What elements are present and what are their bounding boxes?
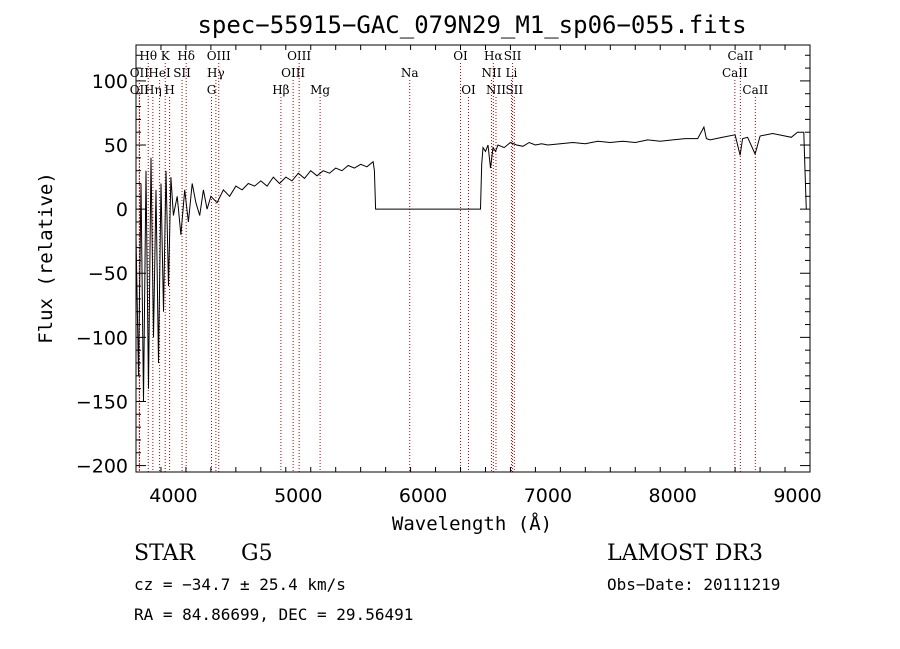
line-label-21: NII bbox=[486, 83, 506, 97]
line-label-1: OII bbox=[130, 66, 150, 80]
line-label-18: OI bbox=[461, 83, 476, 97]
object-subclass: G5 bbox=[241, 541, 273, 566]
line-label-3: Hη bbox=[144, 83, 162, 97]
x-tick-labels: 4000 5000 6000 7000 8000 9000 bbox=[149, 485, 821, 507]
observation-date: Obs−Date: 20111219 bbox=[607, 575, 780, 594]
x-tick-label: 9000 bbox=[773, 485, 821, 507]
line-label-16: Na bbox=[401, 66, 419, 80]
y-tick-label: −150 bbox=[76, 391, 128, 413]
line-label-26: CaII bbox=[722, 66, 748, 80]
x-tick-label: 6000 bbox=[399, 485, 447, 507]
line-label-22: SII bbox=[504, 49, 522, 63]
survey-name: LAMOST DR3 bbox=[607, 541, 763, 566]
line-label-5: HeI bbox=[148, 66, 171, 80]
coordinates: RA = 84.86699, DEC = 29.56491 bbox=[134, 605, 413, 624]
line-label-11: G bbox=[207, 83, 217, 97]
line-label-19: Hα bbox=[484, 49, 503, 63]
y-tick-label: 0 bbox=[116, 199, 128, 221]
line-label-15: Mg bbox=[310, 83, 330, 97]
line-label-13: OIII bbox=[281, 66, 305, 80]
line-label-25: CaII bbox=[727, 49, 753, 63]
line-label-27: CaII bbox=[742, 83, 768, 97]
chart-title: spec−55915−GAC_079N29_M1_sp06−055.fits bbox=[197, 11, 746, 39]
line-label-6: H bbox=[164, 83, 174, 97]
line-label-10: Hγ bbox=[207, 66, 225, 80]
x-axis-label: Wavelength (Å) bbox=[392, 512, 552, 535]
x-tick-label: 8000 bbox=[649, 485, 697, 507]
y-tick-label: −100 bbox=[76, 327, 128, 349]
line-label-2: OII bbox=[130, 83, 150, 97]
y-tick-label: −200 bbox=[76, 456, 128, 478]
x-tick-label: 4000 bbox=[149, 485, 197, 507]
y-tick-label: −50 bbox=[88, 263, 128, 285]
x-tick-label: 5000 bbox=[274, 485, 322, 507]
flux-series-line bbox=[135, 125, 807, 402]
object-class: STAR bbox=[134, 541, 196, 566]
line-label-17: OI bbox=[453, 49, 468, 63]
line-label-8: Hδ bbox=[177, 49, 195, 63]
y-axis-label: Flux (relative) bbox=[35, 172, 57, 344]
redshift-cz: cz = −34.7 ± 25.4 km/s bbox=[134, 575, 346, 594]
line-label-0: Hθ bbox=[139, 49, 157, 63]
line-label-12: OIII bbox=[287, 49, 311, 63]
spectral-line-markers bbox=[138, 63, 756, 472]
line-label-24: SII bbox=[505, 83, 523, 97]
line-label-7: SII bbox=[173, 66, 191, 80]
plot-frame bbox=[135, 44, 811, 473]
line-label-9: OIII bbox=[207, 49, 231, 63]
axis-ticks bbox=[135, 45, 811, 472]
y-tick-label: 50 bbox=[104, 135, 128, 157]
x-tick-label: 7000 bbox=[524, 485, 572, 507]
y-tick-label: 100 bbox=[92, 71, 128, 93]
line-label-20: NII bbox=[481, 66, 501, 80]
y-tick-labels: 100 50 0 −50 −100 −150 −200 bbox=[76, 71, 128, 478]
line-label-23: Li bbox=[506, 66, 518, 80]
line-label-14: Hβ bbox=[272, 83, 289, 97]
line-label-4: K bbox=[161, 49, 171, 63]
